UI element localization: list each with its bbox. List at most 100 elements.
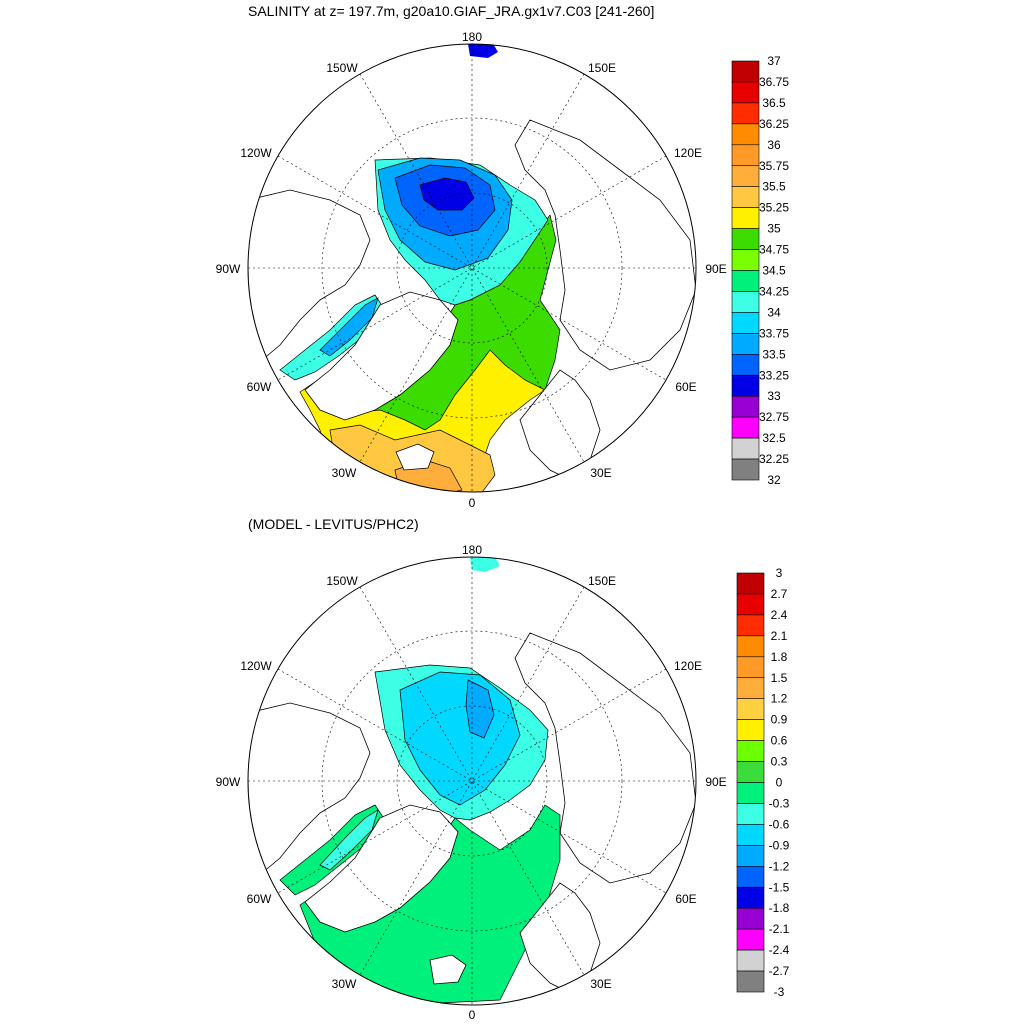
colorbar-label: 32.5 [762,431,786,445]
lon-label-120w: 120W [240,146,272,160]
lon-label-180: 180 [462,30,482,44]
colorbar-label: 3 [776,566,783,580]
lon-label-120e: 120E [674,146,702,160]
colorbar-label: -0.9 [769,838,790,852]
land-siberia [514,119,696,371]
colorbar-swatch [736,614,765,637]
colorbar-swatch [736,907,765,930]
lon-label-150e-2: 150E [588,574,616,588]
lon-label-0: 0 [469,496,476,510]
colorbar-swatch [736,845,765,867]
colorbar-label: 1.8 [771,650,788,664]
land-greenland [304,291,459,421]
colorbar-swatch [736,719,765,741]
lon-label-90w-2: 90W [216,775,241,789]
land-iceland-2 [429,954,467,985]
lon-label-60w-2: 60W [247,892,272,906]
map-boundary-2 [247,556,697,1006]
lon-label-90e: 90E [705,262,726,276]
colorbar-label: 34.5 [762,264,786,278]
colorbar-label: 0.9 [771,713,788,727]
colorbar-label: 34 [767,305,781,319]
colorbar-label: 36 [767,138,781,152]
colorbar-swatch [736,865,765,888]
colorbar-label: 36.75 [759,75,789,89]
lon-label-60e-2: 60E [675,892,696,906]
colorbar-swatch [731,123,760,146]
colorbar-label: 34.25 [759,284,789,298]
colorbar-label: 37 [767,54,781,68]
salinity-panel-title: SALINITY at z= 197.7m, g20a10.GIAF_JRA.g… [248,3,654,19]
colorbar-label: -0.6 [769,817,790,831]
colorbar-swatch [731,186,760,208]
land-greenland-2 [304,804,459,933]
colorbar-label: 35.75 [759,159,789,173]
colorbar-swatch [731,144,760,167]
salinity-field-bering [468,44,498,58]
colorbar-label: -2.1 [769,922,790,936]
colorbar-swatch [736,761,765,783]
colorbar-swatch [736,572,765,595]
colorbar-swatch [731,458,760,481]
salinity-field-gyre-33.25 [419,177,475,211]
colorbar-swatch [736,677,765,700]
colorbar-swatch [736,803,765,825]
lon-label-30e-2: 30E [590,977,611,991]
colorbar-label: -0.3 [769,796,790,810]
colorbar-label: -2.7 [769,964,790,978]
graticule [248,44,696,492]
colorbar-swatch [736,635,765,658]
land-iceland [395,443,435,471]
colorbar-swatch [736,698,765,720]
colorbar-swatch [731,416,760,439]
colorbar-label: 34.75 [759,243,789,257]
colorbar-label: 0.6 [771,734,788,748]
salinity-panel: SALINITY at z= 197.7m, g20a10.GIAF_JRA.g… [216,3,790,510]
lon-label-30e: 30E [590,466,611,480]
colorbar-label: 0 [776,776,783,790]
colorbar-label: 2.1 [771,629,788,643]
colorbar-swatch [731,81,760,104]
colorbar-swatch [736,782,765,804]
lon-label-60e: 60E [675,380,696,394]
lon-label-150w-2: 150W [326,574,358,588]
lon-label-150e: 150E [588,61,616,75]
difference-colorbar: 3 2.7 2.4 2.1 1.8 1.5 1.2 0.9 0.6 0.3 0 -0.3 -0.6 -0.… [736,566,790,999]
salinity-field-baffin-blue [319,297,379,357]
difference-map [248,557,696,1005]
colorbar-swatch [731,60,760,83]
lon-label-150w: 150W [326,61,358,75]
colorbar-swatch [736,824,765,846]
colorbar-label: 2.4 [771,608,788,622]
lon-label-120e-2: 120E [674,659,702,673]
colorbar-label: 36.5 [762,96,786,110]
graticule-2 [248,557,696,1005]
colorbar-label: 32.75 [759,410,789,424]
lon-label-120w-2: 120W [240,659,272,673]
colorbar-swatch [731,312,760,334]
colorbar-swatch [731,207,760,229]
colorbar-swatch [736,949,765,972]
colorbar-swatch [731,270,760,292]
lon-label-30w: 30W [332,466,357,480]
colorbar-swatch [731,249,760,271]
colorbar-swatch [731,165,760,188]
difference-field-baffin-cyan [319,809,379,871]
colorbar-label: 0.3 [771,755,788,769]
colorbar-swatch [731,353,760,376]
colorbar-label: 33.25 [759,368,789,382]
colorbar-label: 33.5 [762,347,786,361]
colorbar-swatch [731,333,760,355]
colorbar-swatch [736,740,765,762]
salinity-colorbar: 37 36.75 36.5 36.25 36 35.75 35.5 35.25 35 34.75 3… [731,54,789,487]
colorbar-label: -1.5 [769,880,790,894]
colorbar-swatch [731,374,760,397]
lon-label-60w: 60W [247,380,272,394]
map-boundary [247,43,697,493]
salinity-map [248,44,696,492]
colorbar-label: 35.5 [762,180,786,194]
colorbar-label: 32 [767,473,781,487]
lon-label-90w: 90W [216,262,241,276]
colorbar-swatch [731,437,760,460]
colorbar-label: -2.4 [769,943,790,957]
